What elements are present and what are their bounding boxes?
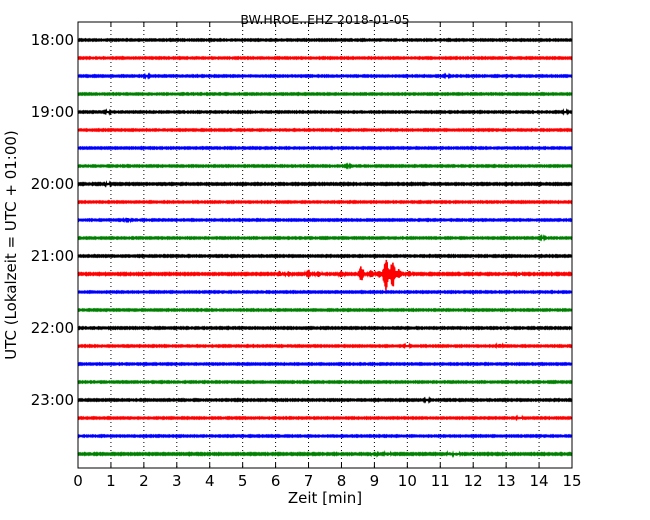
seismic-trace: [77, 55, 573, 61]
seismic-trace: [77, 414, 573, 422]
seismic-trace: [77, 216, 573, 224]
traces: [77, 37, 573, 458]
y-tick-label: 19:00: [31, 103, 74, 121]
seismic-trace: [77, 259, 573, 291]
seismic-trace: [77, 361, 573, 367]
y-ticks: 18:00 19:00 20:00 21:00 22:00 23:00: [31, 31, 572, 409]
y-axis-label: UTC (Lokalzeit = UTC + 01:00): [2, 130, 20, 360]
plot-frame: [77, 21, 573, 469]
x-tick-label: 12: [464, 472, 483, 490]
y-tick-label: 20:00: [31, 175, 74, 193]
x-tick-label: 14: [530, 472, 549, 490]
seismic-trace: [77, 433, 573, 439]
seismic-trace: [77, 162, 573, 170]
seismic-trace: [77, 379, 573, 385]
y-tick-label: 18:00: [31, 31, 74, 49]
seismic-trace: [77, 37, 573, 43]
x-tick-label: 1: [106, 472, 116, 490]
seismic-trace: [77, 233, 573, 242]
seismic-trace: [77, 91, 573, 97]
x-tick-label: 10: [398, 472, 417, 490]
x-tick-label: 13: [497, 472, 516, 490]
y-tick-label: 21:00: [31, 247, 74, 265]
seismic-trace: [77, 145, 573, 151]
x-tick-label: 15: [562, 472, 581, 490]
seismic-trace: [77, 307, 573, 313]
seismic-trace: [77, 108, 573, 116]
x-tick-label: 9: [370, 472, 380, 490]
x-tick-label: 3: [172, 472, 182, 490]
x-tick-label: 5: [238, 472, 248, 490]
seismic-trace: [77, 450, 573, 458]
y-tick-label: 23:00: [31, 391, 74, 409]
seismic-trace: [77, 180, 573, 188]
x-tick-label: 2: [139, 472, 149, 490]
seismic-trace: [77, 253, 573, 259]
x-tick-label: 6: [271, 472, 281, 490]
x-ticks: 0 1 2 3 4 5 6 7 8 9 10 11 12 13 14 15: [73, 22, 582, 490]
seismic-trace: [77, 72, 573, 80]
y-tick-label: 22:00: [31, 319, 74, 337]
x-tick-label: 11: [431, 472, 450, 490]
seismic-trace: [77, 127, 573, 133]
x-tick-label: 8: [337, 472, 347, 490]
seismic-trace: [77, 395, 573, 404]
seismic-trace: [77, 325, 573, 331]
x-tick-label: 4: [205, 472, 215, 490]
x-axis-label: Zeit [min]: [288, 489, 362, 507]
chart-title: BW.HROE..EHZ 2018-01-05: [240, 12, 409, 27]
seismic-trace: [77, 342, 573, 350]
x-tick-label: 7: [304, 472, 314, 490]
seismic-trace: [77, 289, 573, 295]
seismic-trace: [77, 199, 573, 205]
x-tick-label: 0: [73, 472, 83, 490]
